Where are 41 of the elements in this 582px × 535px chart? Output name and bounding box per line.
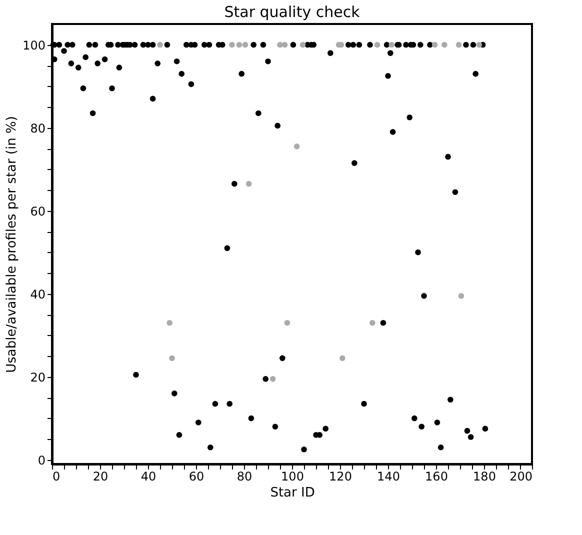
point <box>441 42 448 48</box>
point <box>169 355 175 362</box>
x-tick-label: 20 <box>92 470 108 484</box>
y-tick-label: 100 <box>22 38 46 52</box>
point <box>229 42 235 48</box>
point <box>374 42 380 48</box>
x-tick-label: 60 <box>188 470 204 484</box>
point <box>432 42 438 48</box>
y-tick-label: 20 <box>30 370 46 384</box>
chart-title: Star quality check <box>224 3 360 21</box>
point <box>242 42 248 48</box>
point <box>284 320 290 326</box>
point <box>458 292 464 299</box>
x-tick-label: 80 <box>236 470 252 484</box>
x-tick-label: 0 <box>52 470 60 484</box>
y-tick-label: 0 <box>38 453 46 468</box>
x-tick-label: 120 <box>329 470 352 484</box>
point <box>246 180 252 187</box>
point <box>236 42 242 48</box>
x-tick-label: 180 <box>473 470 496 484</box>
point <box>277 42 283 48</box>
x-axis-title: Star ID <box>270 486 315 500</box>
point <box>339 355 346 362</box>
x-tick-label: 140 <box>377 470 400 484</box>
y-tick-label: 60 <box>30 204 46 218</box>
point <box>300 42 306 48</box>
x-tick-label: 160 <box>425 470 448 484</box>
point <box>388 42 395 48</box>
x-tick-label: 200 <box>510 470 532 484</box>
y-axis-title: Usable/available profiles per star (in %) <box>4 116 20 373</box>
point <box>369 320 376 326</box>
y-tick-label: 80 <box>30 121 46 136</box>
x-tick-label: 40 <box>140 470 156 484</box>
point <box>294 144 300 150</box>
point <box>157 42 163 48</box>
point <box>476 42 482 48</box>
y-tick-label: 40 <box>30 287 46 302</box>
point <box>456 42 462 48</box>
point <box>270 376 276 382</box>
point <box>166 320 173 326</box>
x-tick-label: 100 <box>281 470 304 484</box>
